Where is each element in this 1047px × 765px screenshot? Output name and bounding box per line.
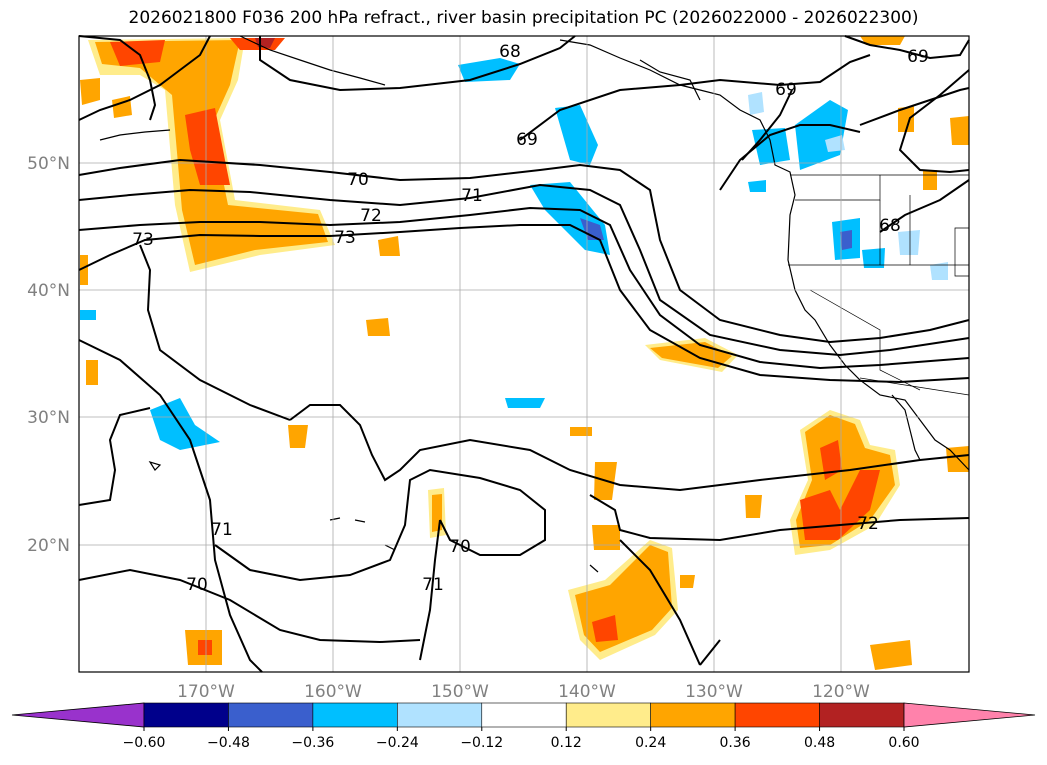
lat-label: 40°N: [27, 281, 70, 301]
colorbar-tick-label: −0.24: [376, 735, 419, 751]
contour-label: 68: [499, 42, 521, 62]
contour-label: 70: [186, 575, 208, 595]
contour-label: 73: [334, 228, 356, 248]
contour-label: 72: [360, 206, 382, 226]
colorbar-segment: [228, 702, 314, 728]
colorbar-segments: [143, 702, 905, 728]
contour-label: 73: [132, 230, 154, 250]
map-title: 2026021800 F036 200 hPa refract., river …: [128, 8, 919, 28]
colorbar-segment: [481, 702, 567, 728]
colorbar-tick-label: 0.12: [551, 735, 582, 751]
colorbar-segment: [565, 702, 651, 728]
lon-label: 140°W: [558, 682, 616, 702]
map-frame: [78, 35, 970, 673]
colorbar-extend-max: [903, 702, 1036, 728]
lon-label: 170°W: [177, 682, 235, 702]
colorbar-tick-label: 0.36: [720, 735, 751, 751]
colorbar-segment: [819, 702, 905, 728]
contour-label: 70: [347, 170, 369, 190]
contour-label: 69: [775, 80, 797, 100]
lat-label: 30°N: [27, 408, 70, 428]
coastlines: [99, 35, 970, 573]
lon-label: 130°W: [685, 682, 743, 702]
colorbar-segment: [397, 702, 483, 728]
colorbar-tick-label: −0.60: [123, 735, 166, 751]
latitude-labels: 50°N 40°N 30°N 20°N: [27, 154, 70, 556]
colorbar-segment: [650, 702, 736, 728]
contour-label: 69: [907, 47, 929, 67]
contour-label: 70: [449, 537, 471, 557]
colorbar-segment: [734, 702, 820, 728]
contour-label: 71: [422, 575, 444, 595]
lat-label: 50°N: [27, 154, 70, 174]
lon-label: 160°W: [304, 682, 362, 702]
colorbar-tick-label: 0.60: [888, 735, 919, 751]
colorbar-tick-label: −0.12: [460, 735, 503, 751]
longitude-labels: 170°W 160°W 150°W 140°W 130°W 120°W: [177, 682, 870, 702]
lon-label: 120°W: [812, 682, 870, 702]
contour-labels: 68 69 69 69 70 71 72 73 73 68 71 70 70 7…: [132, 42, 929, 595]
precip-negative-shading: [80, 58, 948, 450]
contour-label: 71: [211, 520, 233, 540]
colorbar-tick-label: 0.24: [635, 735, 666, 751]
contour-label: 72: [857, 514, 879, 534]
lat-label: 20°N: [27, 536, 70, 556]
colorbar-segment: [143, 702, 229, 728]
political-borders: [788, 174, 970, 396]
colorbar-tick-label: −0.48: [207, 735, 250, 751]
colorbar-segment: [312, 702, 398, 728]
colorbar-tick-label: 0.48: [804, 735, 835, 751]
contour-label: 68: [879, 216, 901, 236]
contour-label: 71: [461, 186, 483, 206]
lon-label: 150°W: [431, 682, 489, 702]
colorbar-ticks: −0.60 −0.48 −0.36 −0.24 −0.12 0.12 0.24 0.36 0.4…: [123, 727, 920, 751]
refractivity-contours: [78, 35, 970, 673]
contour-label: 69: [516, 130, 538, 150]
colorbar-tick-label: −0.36: [291, 735, 334, 751]
colorbar-extend-min: [11, 702, 145, 728]
colorbar: −0.60 −0.48 −0.36 −0.24 −0.12 0.12 0.24 0.36 0.4…: [11, 702, 1036, 751]
